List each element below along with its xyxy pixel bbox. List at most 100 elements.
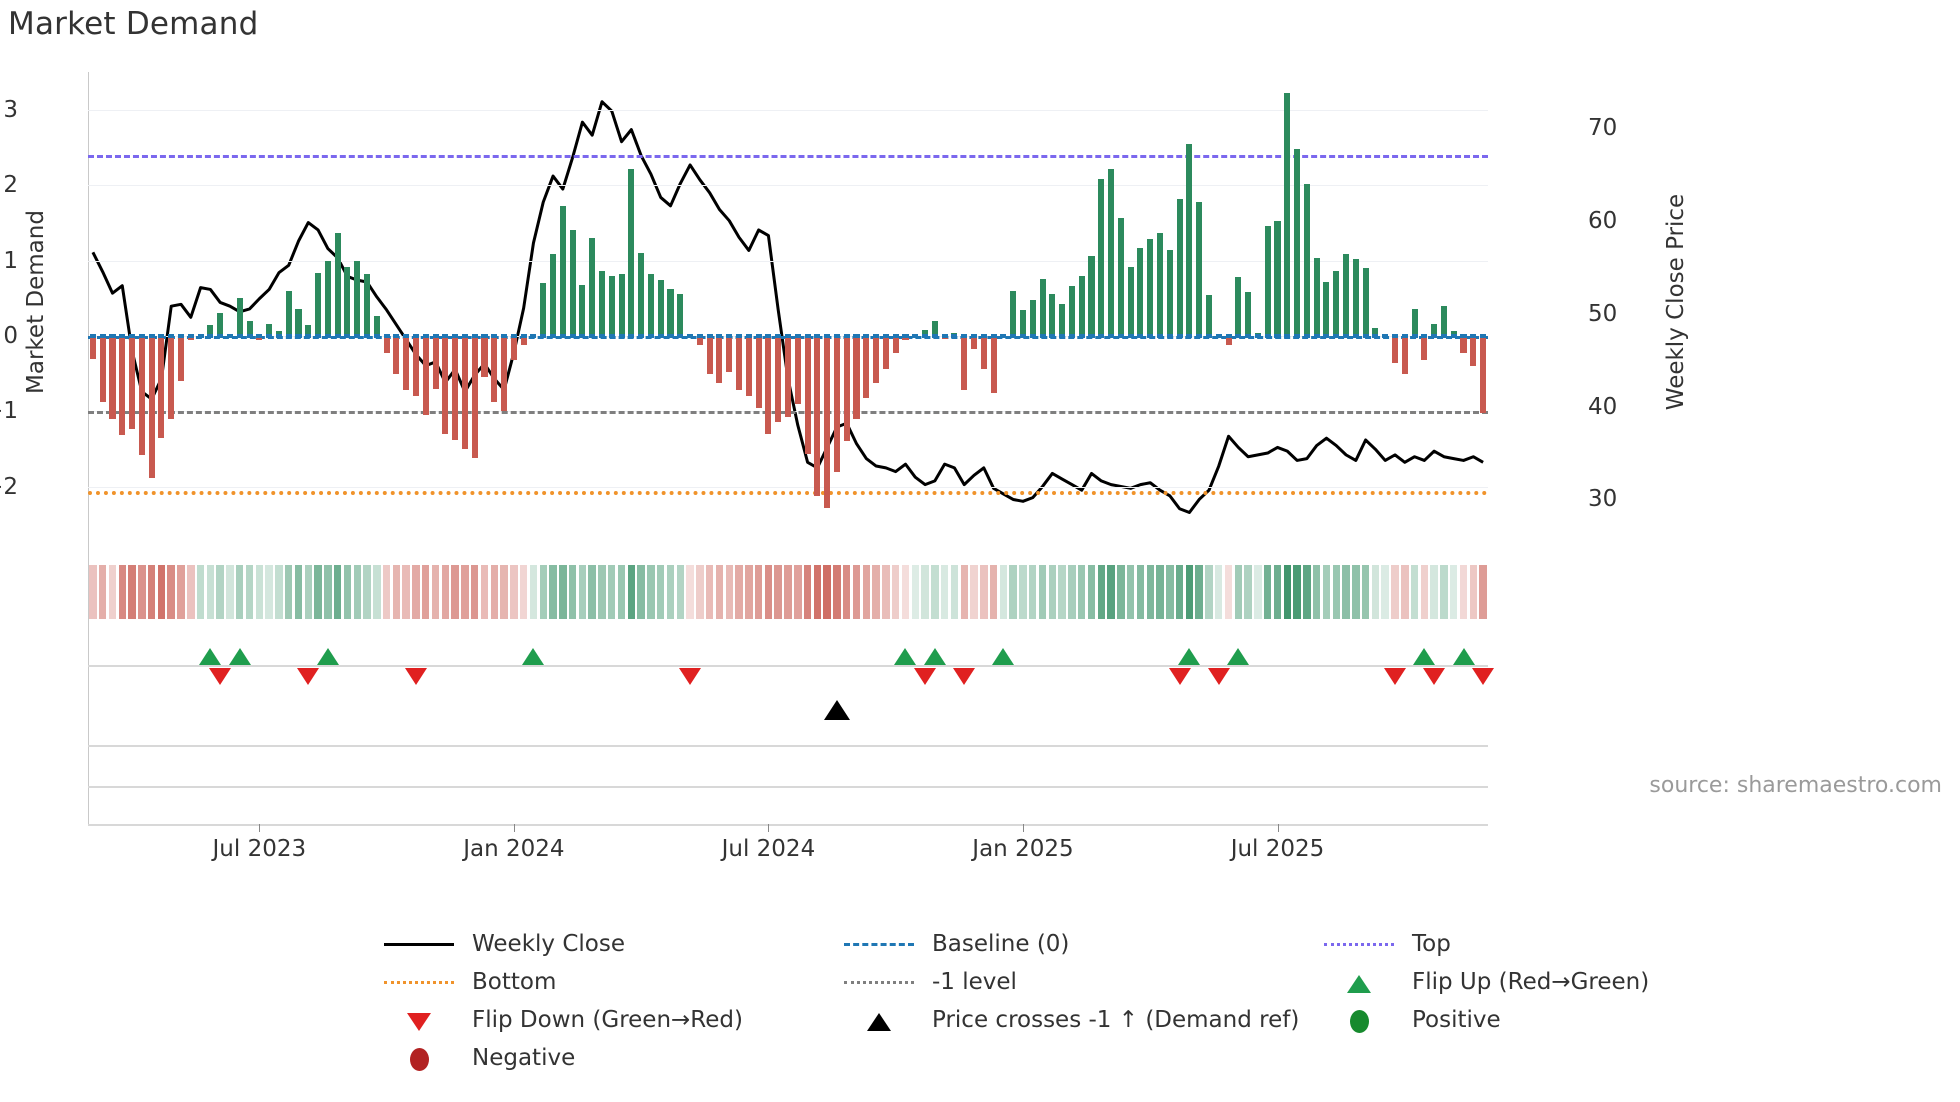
- strip-cell: [402, 565, 410, 619]
- demand-bar: [432, 335, 439, 389]
- baseline-cap: [618, 333, 625, 338]
- flip-down-marker-icon[interactable]: [1383, 668, 1406, 685]
- strip-cell: [1361, 565, 1370, 619]
- strip-cell: [1185, 565, 1194, 619]
- baseline-cap: [177, 333, 185, 338]
- baseline-cap: [628, 333, 635, 338]
- demand-bar: [1431, 323, 1438, 336]
- baseline-cap: [1352, 333, 1359, 338]
- baseline-cap: [814, 333, 821, 338]
- demand-bar: [383, 335, 390, 353]
- flip-down-marker-icon[interactable]: [1423, 668, 1446, 685]
- legend-item[interactable]: Bottom: [380, 969, 840, 995]
- strip-cell: [147, 565, 156, 619]
- strip-cell: [118, 565, 126, 619]
- strip-cell: [970, 565, 978, 619]
- flip-down-marker-icon[interactable]: [679, 668, 702, 685]
- demand-bar: [1166, 249, 1173, 336]
- flip-up-marker-icon[interactable]: [199, 648, 222, 665]
- legend-item[interactable]: Flip Down (Green→Red): [380, 1007, 840, 1033]
- strip-cell: [549, 565, 557, 619]
- price-cross-marker-icon[interactable]: [823, 700, 850, 720]
- strip-cell: [1254, 565, 1262, 619]
- y-tick-right: 70: [1588, 114, 1618, 141]
- flip-up-marker-icon[interactable]: [1178, 648, 1201, 665]
- demand-bar: [1039, 278, 1046, 336]
- strip-cell: [1205, 565, 1213, 619]
- flip-up-marker-icon[interactable]: [894, 648, 917, 665]
- strip-cell: [715, 565, 724, 619]
- demand-bar: [804, 335, 811, 454]
- strip-cell: [108, 565, 117, 619]
- strip-cell: [950, 565, 959, 619]
- legend-item-label: Negative: [472, 1045, 576, 1071]
- legend-item[interactable]: Flip Up (Red→Green): [1320, 969, 1680, 995]
- demand-bar: [853, 335, 860, 419]
- demand-bar: [814, 335, 821, 496]
- demand-bar: [784, 335, 792, 418]
- legend-item[interactable]: -1 level: [840, 969, 1320, 995]
- marker-gridline: [88, 824, 1488, 826]
- reference-line-top: [88, 154, 1488, 158]
- flip-up-marker-icon[interactable]: [1452, 648, 1475, 665]
- y-tick-right: 30: [1588, 486, 1618, 513]
- baseline-cap: [461, 333, 468, 338]
- demand-bar: [1294, 148, 1301, 336]
- demand-bar: [1117, 218, 1124, 336]
- baseline-cap: [863, 333, 870, 338]
- demand-bar: [1235, 277, 1242, 336]
- strip-cell: [1058, 565, 1066, 619]
- strip-cell: [187, 565, 195, 619]
- baseline-cap: [1205, 333, 1212, 338]
- baseline-cap: [119, 333, 126, 338]
- flip-down-marker-icon[interactable]: [297, 668, 320, 685]
- legend-item[interactable]: Price crosses -1 ↑ (Demand ref): [840, 1007, 1320, 1033]
- demand-bar: [422, 335, 429, 416]
- demand-bar: [755, 335, 762, 409]
- flip-down-marker-icon[interactable]: [404, 668, 427, 685]
- strip-cell: [735, 565, 743, 619]
- flip-up-marker-icon[interactable]: [1227, 648, 1250, 665]
- baseline-cap: [305, 333, 312, 338]
- strip-cell: [1459, 565, 1468, 619]
- strip-cell: [157, 565, 166, 619]
- legend-item[interactable]: Baseline (0): [840, 931, 1320, 957]
- flip-up-marker-icon[interactable]: [522, 648, 545, 665]
- flip-down-marker-icon[interactable]: [209, 668, 232, 685]
- demand-bar: [1323, 281, 1330, 336]
- legend-item[interactable]: Top: [1320, 931, 1680, 957]
- baseline-cap: [1284, 333, 1291, 338]
- demand-bar: [324, 260, 331, 336]
- flip-down-marker-icon[interactable]: [1168, 668, 1191, 685]
- flip-down-marker-icon[interactable]: [953, 668, 976, 685]
- strip-cell: [1146, 565, 1154, 619]
- legend-item[interactable]: Negative: [380, 1045, 840, 1071]
- legend-item[interactable]: Weekly Close: [380, 931, 840, 957]
- flip-down-marker-icon[interactable]: [1207, 668, 1230, 685]
- demand-bar: [657, 280, 664, 336]
- flip-up-marker-icon[interactable]: [1413, 648, 1436, 665]
- baseline-cap: [324, 333, 331, 338]
- baseline-cap: [1382, 333, 1389, 338]
- legend-item[interactable]: Positive: [1320, 1007, 1680, 1033]
- baseline-cap: [158, 333, 165, 338]
- marker-gridline: [88, 786, 1488, 788]
- strip-cell: [911, 565, 919, 619]
- flip-up-marker-icon[interactable]: [992, 648, 1015, 665]
- flip-down-marker-icon[interactable]: [1472, 668, 1495, 685]
- flip-up-marker-icon[interactable]: [228, 648, 251, 665]
- demand-bar: [726, 335, 733, 373]
- flip-up-marker-icon[interactable]: [923, 648, 946, 665]
- strip-cell: [1117, 565, 1125, 619]
- demand-bar: [520, 335, 527, 345]
- flip-down-marker-icon[interactable]: [914, 668, 937, 685]
- baseline-cap: [941, 333, 948, 338]
- flip-up-marker-icon[interactable]: [316, 648, 339, 665]
- y-tick-left: 2: [3, 172, 18, 199]
- baseline-cap: [1176, 333, 1183, 338]
- baseline-cap: [931, 333, 938, 338]
- strip-cell: [666, 565, 675, 619]
- baseline-cap: [1147, 333, 1154, 338]
- strip-cell: [1175, 565, 1184, 619]
- strip-cell: [255, 565, 264, 619]
